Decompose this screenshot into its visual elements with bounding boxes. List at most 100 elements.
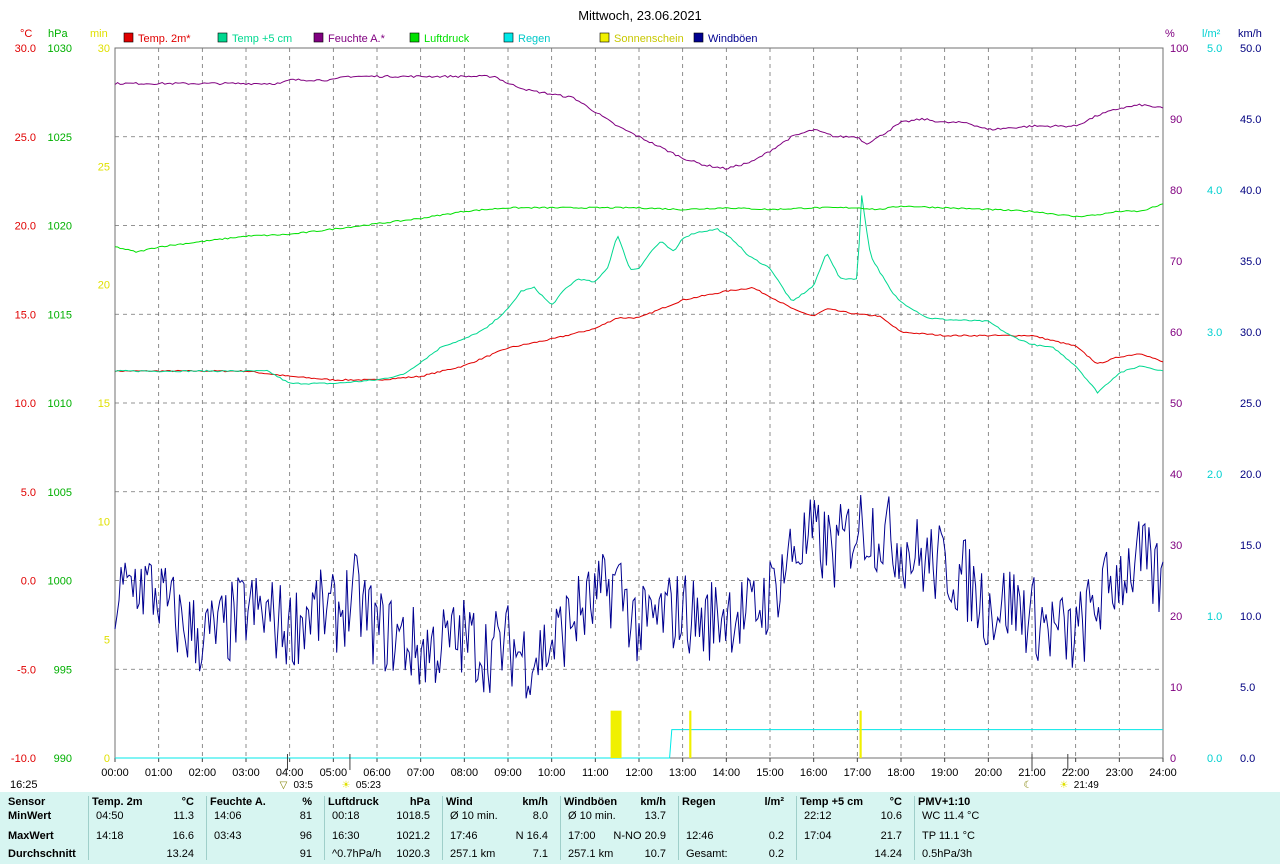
hpa-tick: 1015 bbox=[48, 309, 72, 321]
x-tick-label: 19:00 bbox=[931, 767, 959, 779]
x-tick-label: 12:00 bbox=[625, 767, 653, 779]
hpa-tick: 995 bbox=[54, 664, 72, 676]
celsius-tick: 0.0 bbox=[21, 576, 36, 588]
x-tick-label: 14:00 bbox=[713, 767, 741, 779]
chart-legend: Temp. 2m* Temp +5 cm Feuchte A.* Luftdruck R… bbox=[123, 32, 758, 45]
stat-separator bbox=[88, 796, 89, 860]
corner-label: 16:25 bbox=[10, 779, 38, 790]
marker-label: 03:5 bbox=[293, 780, 313, 790]
celsius-tick: 5.0 bbox=[21, 487, 36, 499]
stat-separator bbox=[914, 796, 915, 860]
stat-time: 17:04 bbox=[804, 830, 832, 842]
legend-swatch bbox=[503, 32, 514, 43]
stat-time: 04:50 bbox=[96, 810, 124, 822]
legend-swatch bbox=[693, 32, 704, 43]
marker-symbol: ☀ bbox=[1059, 780, 1068, 790]
kmh-tick: 45.0 bbox=[1240, 114, 1261, 126]
chart-title: Mittwoch, 23.06.2021 bbox=[578, 8, 702, 23]
x-tick-label: 24:00 bbox=[1149, 767, 1177, 779]
rain-tick: 4.0 bbox=[1207, 185, 1222, 197]
x-tick-label: 18:00 bbox=[887, 767, 915, 779]
stat-value: 16.6 bbox=[172, 830, 194, 842]
x-tick-label: 09:00 bbox=[494, 767, 522, 779]
marker-symbol: ▽ bbox=[280, 780, 288, 790]
percent-tick: 70 bbox=[1170, 256, 1182, 268]
kmh-tick: 25.0 bbox=[1240, 398, 1261, 410]
x-tick-label: 16:00 bbox=[800, 767, 828, 779]
rain-tick: 5.0 bbox=[1207, 43, 1222, 55]
stat-time: 17:00 bbox=[568, 830, 596, 842]
hpa-tick: 1025 bbox=[48, 132, 72, 144]
stat-value: 13.24 bbox=[166, 848, 194, 860]
kmh-tick: 20.0 bbox=[1240, 469, 1261, 481]
kmh-tick: 35.0 bbox=[1240, 256, 1261, 268]
stat-value: 1021.2 bbox=[396, 830, 430, 842]
x-tick-label: 23:00 bbox=[1106, 767, 1134, 779]
kmh-tick: 30.0 bbox=[1240, 327, 1261, 339]
stat-value: 0.2 bbox=[768, 848, 784, 860]
stat-separator bbox=[324, 796, 325, 860]
celsius-tick: 15.0 bbox=[15, 309, 36, 321]
x-tick-label: 02:00 bbox=[189, 767, 217, 779]
hpa-unit: hPa bbox=[48, 28, 68, 40]
x-tick-label: 20:00 bbox=[975, 767, 1003, 779]
stat-unit: km/h bbox=[522, 796, 548, 808]
stat-value: N-NO 20.9 bbox=[613, 830, 666, 842]
x-tick-label: 06:00 bbox=[363, 767, 391, 779]
series-luftdruck bbox=[114, 203, 1164, 253]
percent-tick: 0 bbox=[1170, 753, 1176, 765]
stat-value: N 16.4 bbox=[515, 830, 548, 842]
celsius-unit: °C bbox=[20, 28, 32, 40]
x-tick-label: 22:00 bbox=[1062, 767, 1090, 779]
x-tick-label: 17:00 bbox=[844, 767, 872, 779]
legend-label: Windböen bbox=[708, 33, 758, 45]
kmh-unit: km/h bbox=[1238, 28, 1262, 40]
series-regen bbox=[115, 729, 1163, 759]
kmh-tick: 50.0 bbox=[1240, 43, 1261, 55]
hpa-tick: 1010 bbox=[48, 398, 72, 410]
stat-time: TP 11.1 °C bbox=[922, 830, 975, 842]
stat-separator bbox=[796, 796, 797, 860]
stat-header: Feuchte A. bbox=[210, 796, 266, 808]
percent-tick: 100 bbox=[1170, 43, 1188, 55]
sun-moon-markers: ▽ 03:5 ☀ 05:23 ☾ ☀ 21:49 16:25 bbox=[10, 754, 1099, 790]
stat-value: 81 bbox=[299, 810, 312, 822]
legend-label: Luftdruck bbox=[424, 33, 470, 45]
x-tick-label: 08:00 bbox=[451, 767, 479, 779]
celsius-tick: -10.0 bbox=[11, 753, 36, 765]
legend-swatch bbox=[599, 32, 610, 43]
kmh-tick: 40.0 bbox=[1240, 185, 1261, 197]
legend-swatch bbox=[409, 32, 420, 43]
min-tick: 25 bbox=[98, 161, 110, 173]
x-tick-label: 11:00 bbox=[582, 767, 609, 779]
hpa-tick: 990 bbox=[54, 753, 72, 765]
stat-value: 10.6 bbox=[880, 810, 902, 822]
stat-value: 14.24 bbox=[874, 848, 902, 860]
stat-value: 21.7 bbox=[880, 830, 902, 842]
stat-row-label: Durchschnitt bbox=[8, 848, 76, 860]
legend-label: Feuchte A.* bbox=[328, 33, 386, 45]
legend-swatch bbox=[313, 32, 324, 43]
percent-tick: 60 bbox=[1170, 327, 1182, 339]
stat-time: 17:46 bbox=[450, 830, 478, 842]
stat-unit: % bbox=[302, 796, 312, 808]
kmh-tick: 0.0 bbox=[1240, 753, 1255, 765]
stat-header: Temp. 2m bbox=[92, 796, 143, 808]
percent-tick: 10 bbox=[1170, 682, 1182, 694]
rain-unit: l/m² bbox=[1202, 28, 1221, 40]
series-temp-5-cm bbox=[114, 195, 1164, 394]
stat-header: Sensor bbox=[8, 796, 46, 808]
left-axes: -10.0 -5.0 0.0 5.0 10.0 15.0 20.0 25.0 30.0 990 99… bbox=[11, 43, 110, 765]
stat-time: 14:06 bbox=[214, 810, 242, 822]
stat-time: 03:43 bbox=[214, 830, 242, 842]
stat-time: 257.1 km bbox=[568, 848, 614, 860]
stat-value: 1018.5 bbox=[396, 810, 430, 822]
percent-tick: 20 bbox=[1170, 611, 1182, 623]
min-unit: min bbox=[90, 28, 108, 40]
min-tick: 20 bbox=[98, 280, 110, 292]
percent-tick: 80 bbox=[1170, 185, 1182, 197]
x-tick-label: 05:00 bbox=[320, 767, 348, 779]
x-tick-label: 15:00 bbox=[756, 767, 784, 779]
hpa-tick: 1030 bbox=[48, 43, 72, 55]
chart-grid bbox=[114, 47, 1164, 759]
